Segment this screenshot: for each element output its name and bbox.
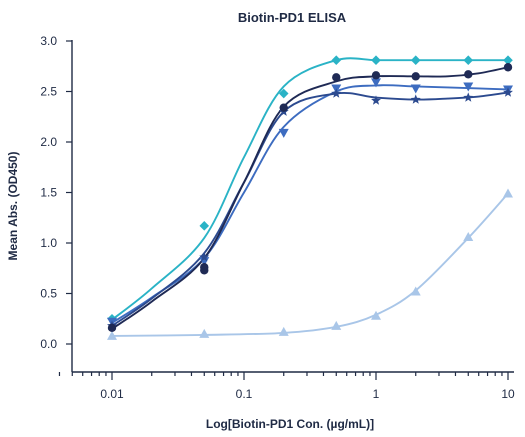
data-point-star — [331, 88, 342, 98]
x-tick-label: 0.1 — [236, 387, 253, 401]
data-point-circle — [371, 71, 381, 80]
data-point-diamond — [199, 221, 210, 231]
chart-title: Biotin-PD1 ELISA — [238, 10, 347, 25]
x-tick-label: 1 — [373, 387, 380, 401]
data-point-circle — [332, 73, 341, 82]
data-point-triangle-down — [371, 78, 381, 88]
data-point-triangle-down — [410, 84, 421, 94]
series-line-triangle-up — [111, 192, 509, 337]
x-tick-label: 10 — [501, 387, 515, 401]
y-tick-label: 2.0 — [40, 135, 57, 149]
data-point-triangle-up — [199, 328, 210, 338]
axes — [71, 40, 514, 373]
series-line-circle — [111, 66, 509, 330]
data-point-triangle-down — [278, 128, 289, 138]
data-point-triangle-up — [107, 330, 117, 340]
series-markers-circle — [107, 63, 513, 333]
data-point-diamond — [463, 55, 474, 65]
y-ticks: 0.0 0.5 1.0 1.5 2.0 2.5 3.0 — [40, 34, 72, 351]
y-tick-label: 0.0 — [40, 337, 57, 351]
series-circle — [111, 66, 509, 330]
y-tick-label: 3.0 — [40, 34, 57, 48]
series-markers-triangle-up — [107, 188, 513, 340]
data-point-circle — [503, 63, 513, 72]
data-point-circle — [411, 72, 420, 81]
data-point-star — [503, 87, 513, 97]
data-point-triangle-up — [371, 310, 381, 320]
data-point-star — [410, 94, 421, 104]
data-point-diamond — [410, 55, 421, 65]
data-point-triangle-down — [463, 82, 474, 92]
data-point-diamond — [503, 55, 513, 65]
data-point-circle — [279, 103, 288, 112]
x-tick-label: 0.01 — [100, 387, 124, 401]
data-point-diamond — [278, 88, 289, 99]
data-point-diamond — [331, 55, 342, 65]
data-point-circle — [200, 263, 209, 272]
data-point-diamond — [371, 55, 381, 65]
series-layer — [107, 55, 513, 340]
data-point-triangle-up — [278, 326, 289, 336]
series-triangle-up — [111, 192, 509, 337]
y-tick-label: 2.5 — [40, 85, 57, 99]
data-point-circle — [464, 70, 473, 79]
data-point-circle — [107, 323, 117, 333]
data-point-star — [199, 251, 210, 262]
data-point-triangle-up — [463, 231, 474, 241]
data-point-triangle-up — [503, 188, 513, 198]
series-star — [111, 91, 509, 327]
data-point-triangle-up — [331, 320, 342, 330]
data-point-triangle-up — [410, 286, 421, 296]
series-line-diamond — [111, 57, 508, 321]
y-axis-label: Mean Abs. (OD450) — [6, 152, 20, 261]
series-line-star — [111, 91, 509, 327]
y-tick-label: 0.5 — [40, 287, 57, 301]
series-markers-star — [107, 87, 513, 331]
series-diamond — [111, 57, 508, 321]
data-point-star — [463, 92, 474, 102]
y-tick-label: 1.5 — [40, 186, 57, 200]
series-markers-diamond — [107, 55, 513, 324]
x-axis-label: Log[Biotin-PD1 Con. (µg/mL)] — [206, 417, 374, 431]
x-ticks: 0.01 0.1 1 10 — [58, 372, 515, 401]
y-tick-label: 1.0 — [40, 236, 57, 250]
data-point-star — [371, 95, 381, 105]
